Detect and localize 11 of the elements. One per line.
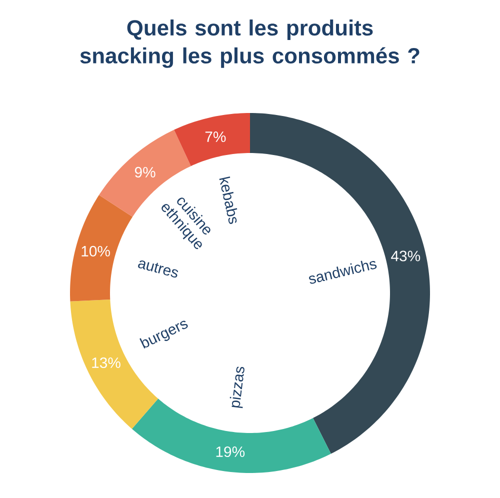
slice-label: autres — [138, 260, 178, 278]
chart-title: Quels sont les produits snacking les plus consommés ? — [80, 20, 420, 68]
data-label: 10% — [82, 246, 110, 256]
slice-label: kebabs — [219, 176, 238, 224]
slice-label: pizzas — [230, 366, 244, 408]
slice-label: sandwichs — [309, 260, 377, 284]
data-label: 43% — [391, 250, 420, 262]
data-label: 7% — [205, 132, 226, 142]
data-label: 13% — [92, 357, 120, 368]
data-label: 19% — [216, 446, 245, 458]
data-label: 9% — [134, 166, 156, 178]
